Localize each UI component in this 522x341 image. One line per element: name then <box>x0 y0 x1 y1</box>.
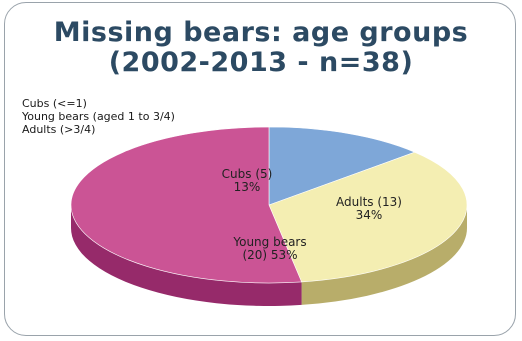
pie-slice-cubs <box>268 126 416 206</box>
chart-title: Missing bears: age groups (2002-2013 - n… <box>0 18 522 78</box>
pie-side-adults <box>301 205 467 305</box>
data-label-cubs: Cubs (5) 13% <box>222 167 273 194</box>
pie-top <box>70 126 468 284</box>
legend-entry-adults: Adults (>3/4) <box>22 123 96 136</box>
legend: Cubs (<=1) Young bears (aged 1 to 3/4) A… <box>22 97 175 136</box>
data-label-young-bears: Young bears (20) 53% <box>232 235 306 262</box>
pie-side-young-bears <box>71 205 302 306</box>
chart-title-line-1: Missing bears: age groups <box>53 17 469 48</box>
legend-entry-young-bears: Young bears (aged 1 to 3/4) <box>22 110 175 123</box>
legend-entry-cubs: Cubs (<=1) <box>22 97 87 110</box>
pie-slice-young-bears <box>70 126 303 284</box>
data-label-adults: Adults (13) 34% <box>336 195 402 222</box>
pie-slice-adults <box>268 151 468 283</box>
chart-title-line-2: (2002-2013 - n=38) <box>108 47 414 78</box>
pie-sides <box>71 205 467 306</box>
